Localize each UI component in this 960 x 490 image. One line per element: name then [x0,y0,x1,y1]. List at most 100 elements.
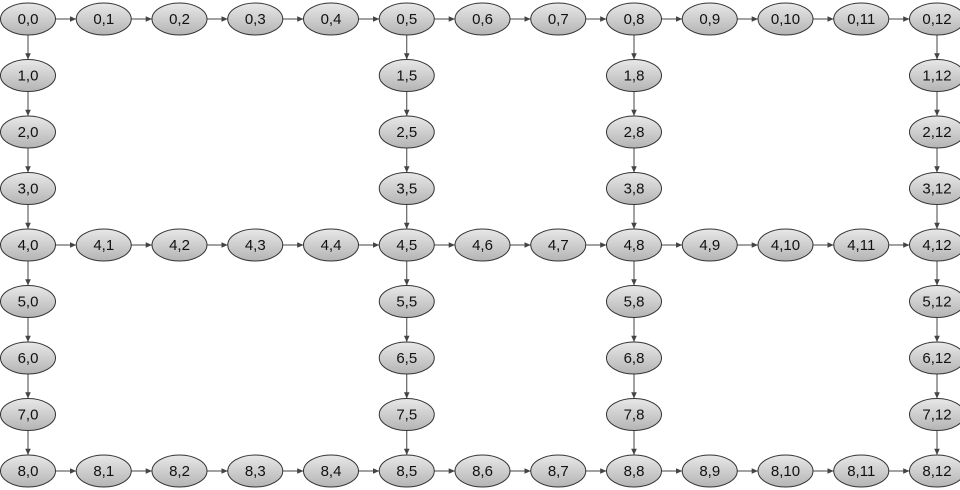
node-ellipse [606,285,662,318]
node-ellipse [909,398,960,431]
node-ellipse [227,228,284,262]
node-label: 4,3 [245,237,266,254]
node-label: 1,12 [922,68,951,85]
node-label: 5,5 [396,294,417,311]
node-2-5: 2,5 [378,115,435,149]
node-label: 0,8 [624,11,645,28]
node-ellipse [0,59,56,92]
node-ellipse [606,172,662,205]
node-label: 3,8 [624,181,645,198]
node-label: 4,12 [922,237,951,254]
node-8-12: 8,12 [909,454,960,488]
node-8-6: 8,6 [454,454,511,488]
node-label: 8,2 [169,463,190,480]
node-ellipse [909,228,960,262]
node-label: 2,0 [18,124,39,141]
node-8-3: 8,3 [227,454,284,488]
node-0-8: 0,8 [606,2,662,36]
node-ellipse [606,454,662,488]
node-ellipse [909,454,960,488]
node-label: 4,7 [548,237,569,254]
node-label: 4,1 [93,237,114,254]
node-label: 4,4 [321,237,342,254]
node-8-11: 8,11 [833,454,890,488]
node-0-5: 0,5 [378,2,435,36]
node-6-8: 6,8 [606,341,662,375]
node-2-12: 2,12 [909,115,960,149]
node-2-0: 2,0 [0,115,56,149]
node-5-5: 5,5 [378,285,435,318]
node-ellipse [378,115,435,149]
node-label: 8,10 [771,463,800,480]
node-ellipse [151,2,208,36]
node-4-6: 4,6 [454,228,511,262]
node-4-1: 4,1 [75,228,132,262]
node-label: 2,8 [624,124,645,141]
node-label: 7,5 [396,407,417,424]
node-ellipse [454,228,511,262]
node-label: 0,4 [321,11,342,28]
node-label: 1,5 [396,68,417,85]
node-label: 7,0 [18,407,39,424]
node-ellipse [303,454,359,488]
node-label: 0,2 [169,11,190,28]
node-ellipse [0,398,56,431]
node-label: 2,5 [396,124,417,141]
node-label: 8,8 [624,463,645,480]
node-ellipse [681,2,738,36]
node-4-5: 4,5 [378,228,435,262]
node-ellipse [757,2,814,36]
node-label: 0,12 [922,11,951,28]
node-0-1: 0,1 [75,2,132,36]
node-ellipse [75,2,132,36]
edges-layer [25,16,940,474]
node-4-10: 4,10 [757,228,814,262]
node-label: 5,0 [18,294,39,311]
node-ellipse [378,172,435,205]
node-7-5: 7,5 [378,398,435,431]
node-ellipse [378,285,435,318]
node-ellipse [757,454,814,488]
node-1-5: 1,5 [378,59,435,92]
node-label: 5,8 [624,294,645,311]
node-0-3: 0,3 [227,2,284,36]
node-label: 8,1 [93,463,114,480]
node-7-8: 7,8 [606,398,662,431]
node-label: 8,5 [396,463,417,480]
node-label: 6,12 [922,350,951,367]
node-ellipse [606,59,662,92]
node-ellipse [909,59,960,92]
node-label: 8,0 [18,463,39,480]
node-label: 2,12 [922,124,951,141]
node-8-2: 8,2 [151,454,208,488]
node-label: 3,0 [18,181,39,198]
node-label: 0,0 [18,11,39,28]
node-ellipse [0,454,56,488]
node-2-8: 2,8 [606,115,662,149]
node-ellipse [606,398,662,431]
node-8-7: 8,7 [530,454,587,488]
node-0-2: 0,2 [151,2,208,36]
node-8-8: 8,8 [606,454,662,488]
node-label: 6,8 [624,350,645,367]
node-label: 0,11 [847,11,875,28]
node-label: 6,0 [18,350,39,367]
node-ellipse [151,228,208,262]
node-ellipse [227,454,284,488]
node-8-5: 8,5 [378,454,435,488]
node-ellipse [833,2,890,36]
node-ellipse [75,228,132,262]
node-ellipse [909,285,960,318]
node-label: 8,12 [922,463,951,480]
node-6-12: 6,12 [909,341,960,375]
node-4-2: 4,2 [151,228,208,262]
node-0-12: 0,12 [909,2,960,36]
node-label: 8,11 [847,463,875,480]
node-6-5: 6,5 [378,341,435,375]
node-0-11: 0,11 [833,2,890,36]
node-ellipse [606,341,662,375]
node-5-0: 5,0 [0,285,56,318]
node-label: 4,0 [18,237,39,254]
node-label: 1,0 [18,68,39,85]
node-label: 8,7 [548,463,569,480]
